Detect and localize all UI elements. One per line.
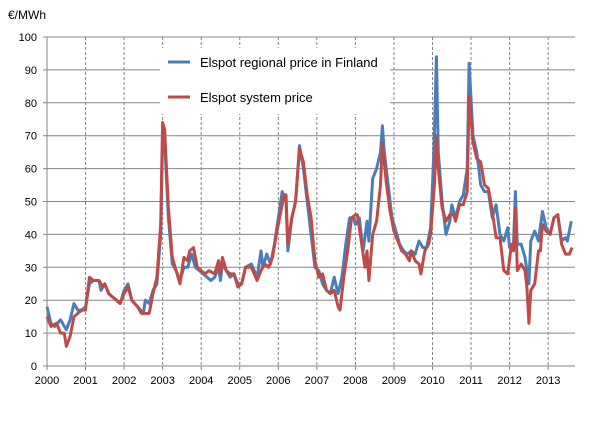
y-tick-label: 100	[19, 32, 37, 44]
legend: Elspot regional price in Finland Elspot …	[160, 48, 390, 114]
y-tick-label: 10	[25, 328, 37, 340]
x-tick-label: 2002	[112, 375, 136, 387]
legend-label-system: Elspot system price	[200, 90, 313, 105]
x-axis-ticks: 2000 2001 2002 2003 2004 2005 2006 2007 2008 2009…	[35, 375, 561, 387]
y-tick-label: 90	[25, 65, 37, 77]
x-tick-label: 2006	[266, 375, 290, 387]
series-line-system-price	[45, 94, 574, 348]
x-tick-label: 2007	[305, 375, 329, 387]
legend-label-regional: Elspot regional price in Finland	[200, 55, 378, 70]
x-tick-label: 2011	[459, 375, 483, 387]
x-tick-label: 2004	[189, 375, 213, 387]
x-tick-label: 2001	[73, 375, 97, 387]
x-tick-label: 2003	[150, 375, 174, 387]
x-tick-label: 2000	[35, 375, 59, 387]
y-tick-label: 70	[25, 131, 37, 143]
x-tick-label: 2009	[382, 375, 406, 387]
y-axis-ticks: 0 10 20 30 40 50 60 70 80 90 100	[19, 32, 37, 373]
y-unit-label: €/MWh	[8, 8, 46, 22]
y-tick-label: 40	[25, 229, 37, 241]
x-tick-label: 2005	[228, 375, 252, 387]
y-tick-label: 60	[25, 164, 37, 176]
series-lines	[45, 55, 574, 348]
y-tick-label: 30	[25, 262, 37, 274]
y-tick-label: 80	[25, 98, 37, 110]
y-tick-label: 50	[25, 197, 37, 209]
x-tick-label: 2008	[343, 375, 367, 387]
x-tick-label: 2010	[420, 375, 444, 387]
x-tick-label: 2013	[536, 375, 560, 387]
x-tick-label: 2012	[497, 375, 521, 387]
y-tick-label: 20	[25, 295, 37, 307]
y-tick-label: 0	[31, 361, 37, 373]
